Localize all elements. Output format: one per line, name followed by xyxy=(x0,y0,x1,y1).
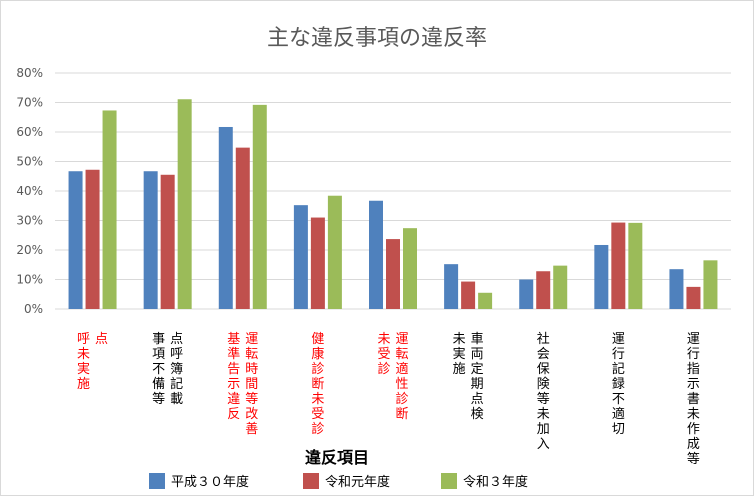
bar xyxy=(293,205,308,309)
y-tick-label: 0% xyxy=(24,302,43,316)
legend-swatch xyxy=(303,473,319,489)
category-label: 点呼簿記載 xyxy=(170,332,183,407)
bar xyxy=(310,217,325,309)
bar xyxy=(594,244,609,309)
chart-title: 主な違反事項の違反率 xyxy=(267,26,487,51)
category-label: 未実施 xyxy=(453,332,466,377)
y-tick-label: 50% xyxy=(16,155,43,169)
category-label: 運行指示書未作成等 xyxy=(687,332,700,467)
legend-label: 令和元年度 xyxy=(325,474,390,490)
bar xyxy=(252,104,267,309)
bar xyxy=(369,200,383,309)
legend-label: 平成３０年度 xyxy=(171,474,249,490)
bar xyxy=(143,171,158,309)
legend-swatch xyxy=(149,473,165,489)
category-label: 運転適性診断 xyxy=(395,332,408,422)
category-label: 健康診断未受診 xyxy=(311,332,324,437)
bar xyxy=(703,260,718,309)
category-label: 社会保険等未加入 xyxy=(537,331,550,452)
category-label: 運行記録不適切 xyxy=(612,332,625,437)
y-tick-label: 60% xyxy=(16,125,43,139)
bar xyxy=(403,228,417,309)
bar xyxy=(85,169,100,309)
y-tick-label: 80% xyxy=(16,66,43,80)
bar xyxy=(327,195,342,309)
bar xyxy=(218,126,233,309)
bar xyxy=(444,264,459,309)
category-label: 基準告示違反 xyxy=(227,332,240,422)
bar xyxy=(160,174,175,309)
category-label: 運転時間等改善 xyxy=(245,332,258,437)
bar xyxy=(102,110,117,309)
category-label: 呼未実施 xyxy=(77,332,90,392)
legend-label: 令和３年度 xyxy=(463,474,528,490)
bar xyxy=(68,171,83,309)
y-tick-label: 40% xyxy=(16,184,43,198)
category-label: 事項不備等 xyxy=(152,332,165,407)
legend: 平成３０年度 令和元年度 令和３年度 xyxy=(149,473,528,490)
bar xyxy=(235,147,250,309)
bar xyxy=(478,292,493,309)
y-tick-label: 20% xyxy=(16,243,43,257)
bar xyxy=(177,99,192,309)
category-label: 未受診 xyxy=(377,332,390,377)
category-label: 点 xyxy=(95,332,108,347)
bar xyxy=(628,222,643,309)
y-tick-label: 10% xyxy=(16,273,43,287)
legend-swatch xyxy=(441,473,457,489)
bar xyxy=(386,239,400,309)
bar xyxy=(611,222,626,309)
y-tick-label: 30% xyxy=(16,214,43,228)
bar xyxy=(553,265,568,309)
bar xyxy=(536,271,551,309)
y-axis-ticks: 0% 10% 20% 30% 40% 50% 60% 70% 80% xyxy=(16,66,43,316)
bar xyxy=(519,279,534,309)
y-tick-label: 70% xyxy=(16,96,43,110)
bar xyxy=(669,269,684,309)
category-label: 車両定期点検 xyxy=(471,332,484,422)
bar xyxy=(686,286,701,309)
bar xyxy=(461,281,476,309)
x-axis-label: 違反項目 xyxy=(305,448,369,467)
bars xyxy=(68,99,718,309)
